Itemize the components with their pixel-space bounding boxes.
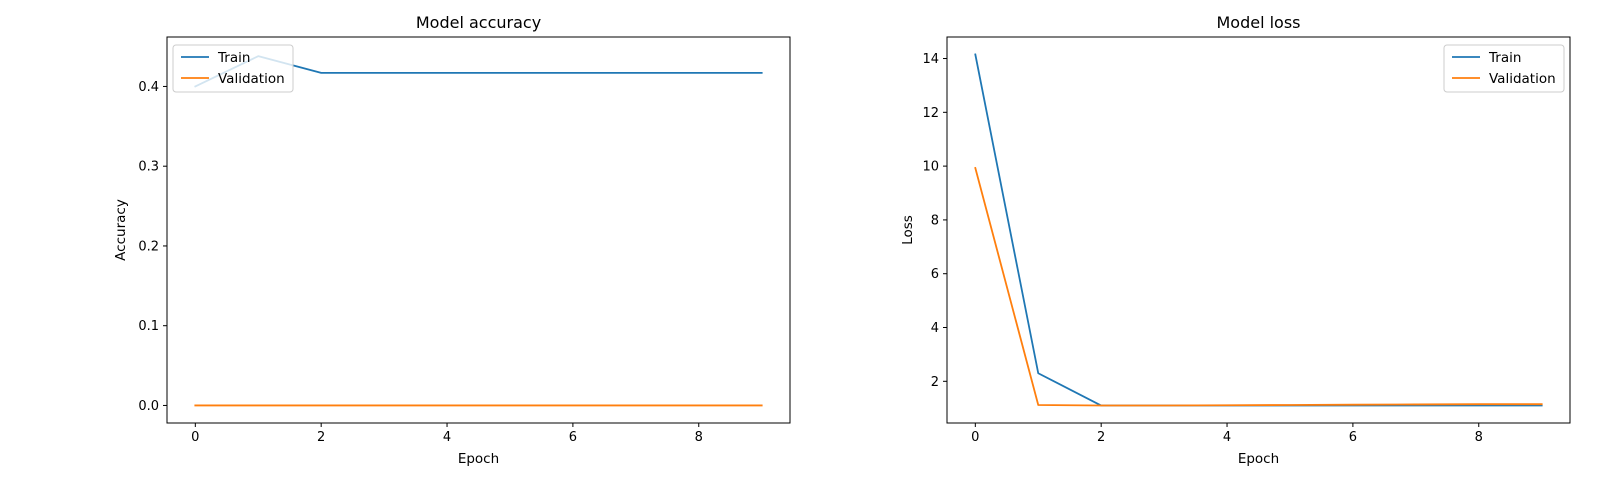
x-tick-label: 4 bbox=[443, 430, 451, 445]
x-tick-label: 8 bbox=[695, 430, 703, 445]
y-tick-label: 0.1 bbox=[138, 319, 159, 334]
x-tick-label: 8 bbox=[1475, 430, 1483, 445]
series-lines bbox=[974, 53, 1543, 407]
axis-ticks: 0 2 4 6 8 2 4 6 8 10 12 14 bbox=[922, 52, 1482, 445]
axis-ticks: 0 2 4 6 8 0.0 0.1 0.2 0.3 0.4 bbox=[138, 80, 703, 445]
x-axis-label: Epoch bbox=[1238, 451, 1279, 467]
axes-frame bbox=[166, 36, 791, 424]
x-tick-label: 2 bbox=[317, 430, 325, 445]
y-tick-label: 0.4 bbox=[138, 80, 159, 95]
legend-label-validation: Validation bbox=[218, 71, 285, 87]
x-tick-label: 2 bbox=[1097, 430, 1105, 445]
accuracy-chart: Model accuracy Epoch Accuracy 0 2 4 6 8 0.0 0.… bbox=[113, 13, 791, 467]
legend-label-train: Train bbox=[217, 50, 250, 66]
legend-label-train: Train bbox=[1488, 50, 1521, 66]
legend-label-validation: Validation bbox=[1489, 71, 1556, 87]
series-line-validation bbox=[974, 166, 1543, 407]
y-tick-label: 14 bbox=[922, 52, 939, 67]
y-tick-label: 0.0 bbox=[138, 399, 159, 414]
y-tick-label: 0.3 bbox=[138, 160, 159, 175]
y-axis-label: Loss bbox=[900, 215, 916, 245]
y-tick-label: 2 bbox=[931, 375, 939, 390]
x-tick-label: 6 bbox=[1349, 430, 1357, 445]
legend: Train Validation bbox=[1443, 44, 1565, 93]
x-tick-label: 0 bbox=[191, 430, 199, 445]
y-tick-label: 8 bbox=[931, 213, 939, 228]
legend: Train Validation bbox=[172, 44, 294, 93]
y-tick-label: 12 bbox=[922, 106, 939, 121]
loss-chart: Model loss Epoch Loss 0 2 4 6 8 2 4 6 8 10 12 14 Tr… bbox=[900, 13, 1571, 467]
chart-title: Model loss bbox=[1216, 13, 1300, 32]
x-tick-label: 4 bbox=[1223, 430, 1231, 445]
y-tick-label: 4 bbox=[931, 321, 939, 336]
x-axis-label: Epoch bbox=[458, 451, 499, 467]
y-tick-label: 10 bbox=[922, 160, 939, 175]
y-tick-label: 6 bbox=[931, 267, 939, 282]
y-axis-label: Accuracy bbox=[113, 199, 129, 261]
chart-title: Model accuracy bbox=[416, 13, 541, 32]
x-tick-label: 0 bbox=[971, 430, 979, 445]
x-tick-label: 6 bbox=[569, 430, 577, 445]
axes-frame bbox=[946, 36, 1571, 424]
y-tick-label: 0.2 bbox=[138, 239, 159, 254]
